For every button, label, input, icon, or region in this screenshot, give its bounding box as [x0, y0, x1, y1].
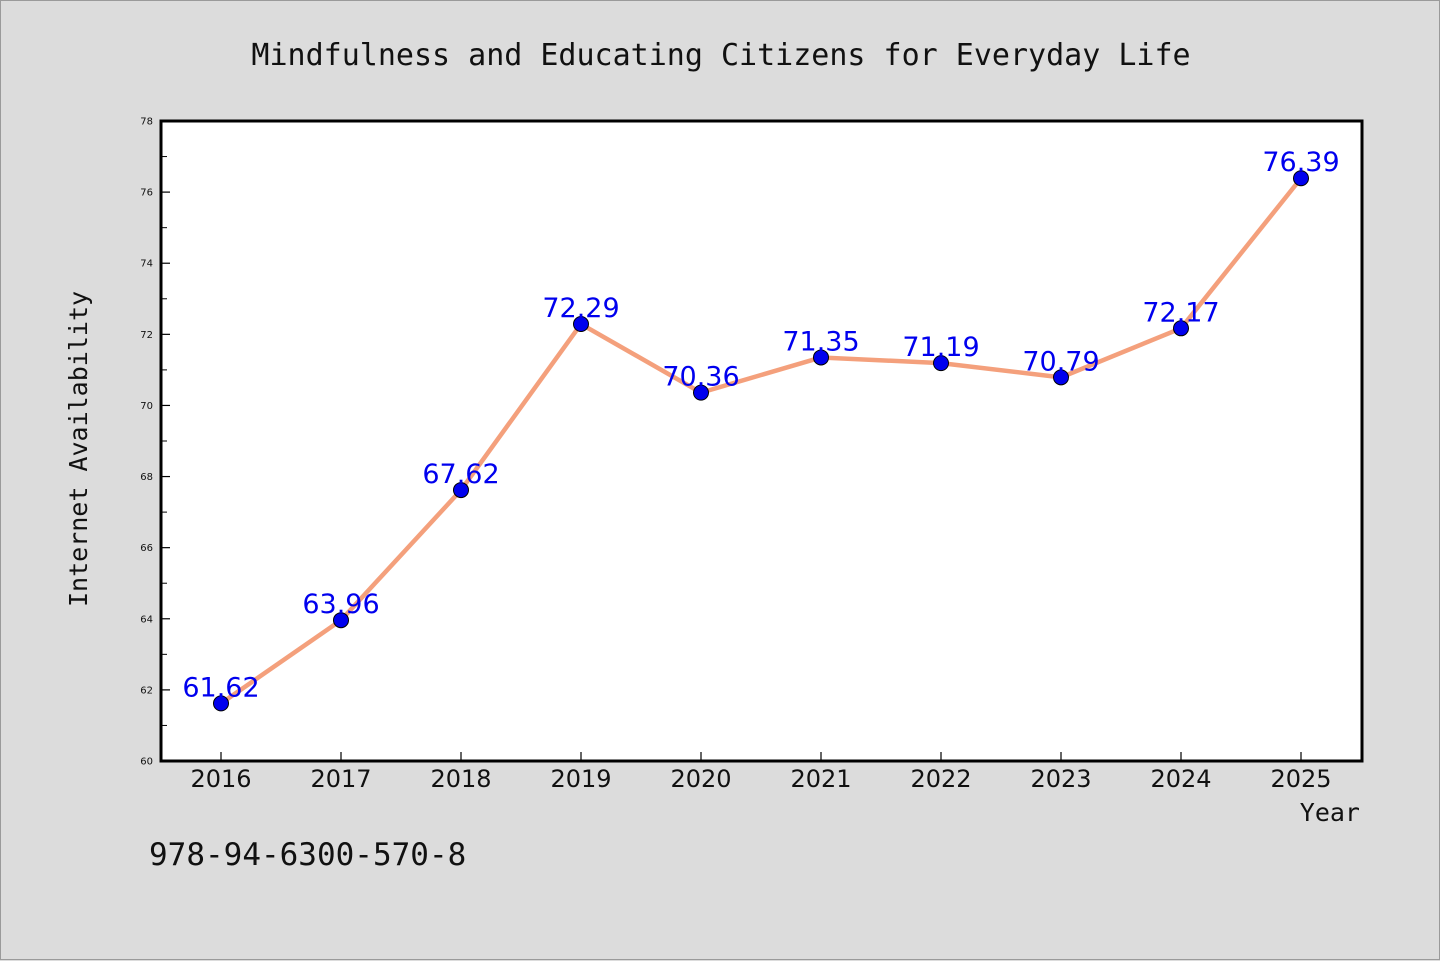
data-point: [1293, 170, 1309, 187]
data-point: [813, 349, 829, 366]
x-axis: 2016 2017 2018 2019 2020 2021 2022 2023 2024 2025: [190, 752, 1332, 793]
data-point: [933, 355, 949, 372]
y-tick-label: 72: [140, 330, 153, 341]
data-point: [1173, 320, 1189, 337]
data-label: 76.39: [1262, 147, 1339, 178]
data-label: 70.79: [1022, 346, 1099, 377]
data-point: [693, 384, 709, 401]
x-tick-label: 2019: [550, 765, 611, 793]
x-tick-label: 2024: [1150, 765, 1211, 793]
data-label: 70.36: [662, 362, 739, 393]
y-tick-label: 68: [140, 472, 153, 483]
data-point: [213, 695, 229, 712]
x-tick-label: 2020: [670, 765, 731, 793]
data-label: 71.35: [782, 326, 859, 357]
x-tick-label: 2022: [910, 765, 971, 793]
x-tick-label: 2017: [310, 765, 371, 793]
data-point: [453, 482, 469, 499]
series-polyline: [218, 175, 1304, 706]
x-tick-label: 2018: [430, 765, 491, 793]
data-labels: 61.62 63.96 67.62 72.29 70.36 71.35 71.19 70.79…: [182, 147, 1339, 703]
y-tick-label: 60: [140, 757, 153, 768]
data-label: 72.17: [1142, 297, 1219, 328]
x-tick-label: 2025: [1270, 765, 1331, 793]
y-tick-label: 74: [140, 259, 153, 270]
data-label: 67.62: [422, 459, 499, 490]
y-tick-label: 76: [140, 188, 153, 199]
data-point: [333, 612, 349, 629]
y-tick-label: 70: [140, 401, 153, 412]
data-label: 61.62: [182, 672, 259, 703]
x-tick-label: 2016: [190, 765, 251, 793]
x-axis-title: Year: [1300, 798, 1360, 827]
x-tick-label: 2021: [790, 765, 851, 793]
data-markers: [213, 170, 1309, 712]
y-axis: 60 62 64 66 68 70 72 74 76 78: [140, 117, 170, 768]
y-axis-title: Internet Availability: [64, 291, 93, 607]
y-tick-label: 78: [140, 117, 153, 128]
plot-area: [159, 119, 1364, 763]
y-tick-label: 62: [140, 685, 153, 696]
chart-title: Mindfulness and Educating Citizens for E…: [251, 38, 1190, 73]
data-point: [1053, 369, 1069, 386]
isbn-text: 978-94-6300-570-8: [149, 837, 466, 873]
series-line: [218, 175, 1304, 706]
data-point: [573, 316, 589, 333]
x-tick-label: 2023: [1030, 765, 1091, 793]
data-label: 72.29: [542, 293, 619, 324]
data-label: 63.96: [302, 589, 379, 620]
y-tick-label: 66: [140, 543, 153, 554]
data-label: 71.19: [902, 332, 979, 363]
y-tick-label: 64: [140, 614, 153, 625]
